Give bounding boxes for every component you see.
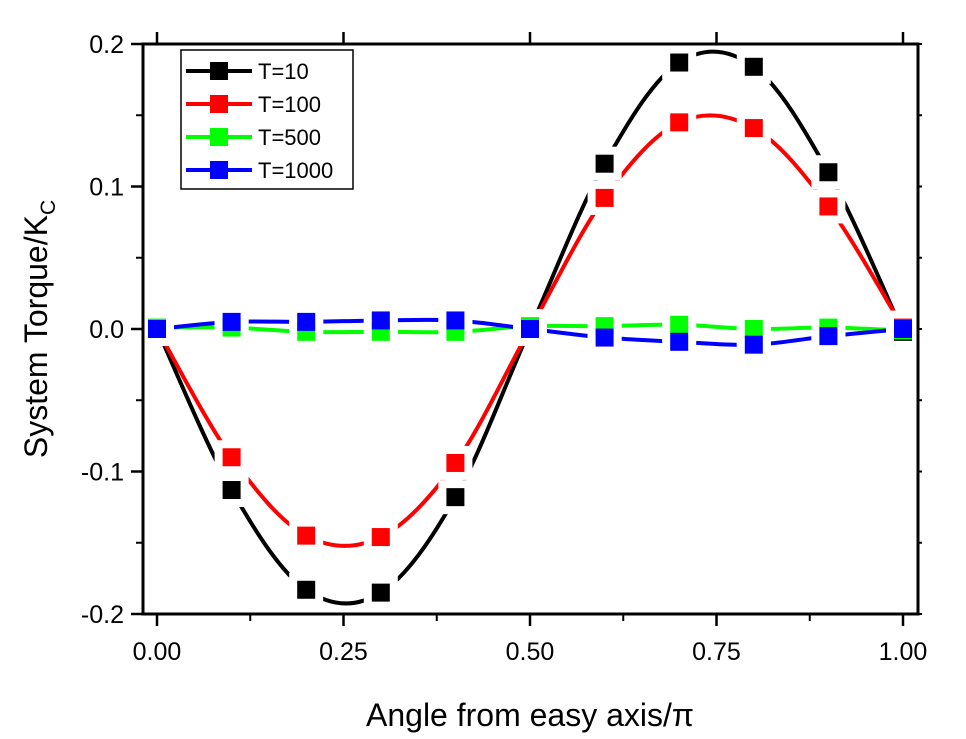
legend-box bbox=[180, 49, 354, 190]
data-point-t-1000 bbox=[521, 320, 539, 338]
legend: T=10 T=100 T=500 T=1000 bbox=[180, 49, 354, 190]
data-point-t-100 bbox=[744, 119, 763, 138]
y-tick-label: -0.2 bbox=[81, 601, 124, 629]
data-point-t-500 bbox=[670, 315, 689, 334]
data-point-t-1000 bbox=[371, 311, 390, 330]
y-axis-title-main: System Torque/K bbox=[18, 215, 54, 458]
data-point-t-10 bbox=[222, 481, 241, 500]
x-tick-label: 1.00 bbox=[879, 638, 928, 666]
data-point-t-1000 bbox=[595, 328, 614, 347]
y-tick-label: -0.1 bbox=[81, 459, 124, 487]
x-tick-label: 0.75 bbox=[692, 638, 741, 666]
data-point-t-100 bbox=[595, 188, 614, 207]
data-point-t-1000 bbox=[894, 320, 912, 338]
y-tick-labels: -0.2 -0.1 0.0 0.1 0.2 bbox=[81, 31, 124, 629]
data-point-t-10 bbox=[371, 583, 390, 602]
y-axis-title-subscript: C bbox=[37, 200, 60, 215]
legend-marker bbox=[210, 161, 228, 179]
data-point-t-1000 bbox=[148, 320, 166, 338]
y-axis-title: System Torque/KC bbox=[18, 200, 60, 458]
legend-label: T=100 bbox=[258, 92, 321, 117]
data-point-t-10 bbox=[670, 53, 689, 72]
data-point-t-100 bbox=[222, 448, 241, 467]
axis-ticks bbox=[131, 32, 922, 626]
data-point-t-500 bbox=[744, 320, 763, 338]
legend-marker bbox=[210, 62, 228, 80]
data-point-t-1000 bbox=[297, 312, 316, 331]
data-point-t-1000 bbox=[222, 312, 241, 331]
data-point-t-1000 bbox=[670, 332, 689, 351]
legend-label: T=500 bbox=[258, 125, 321, 150]
data-point-t-1000 bbox=[446, 311, 465, 330]
x-axis-title: Angle from easy axis/π bbox=[366, 697, 694, 733]
y-tick-label: 0.2 bbox=[89, 31, 124, 59]
legend-label: T=10 bbox=[258, 59, 309, 84]
data-point-t-100 bbox=[446, 453, 465, 472]
data-point-t-100 bbox=[670, 113, 689, 132]
data-point-t-10 bbox=[819, 163, 838, 182]
x-tick-labels: 0.00 0.25 0.50 0.75 1.00 bbox=[133, 638, 928, 666]
data-point-t-1000 bbox=[819, 327, 838, 346]
data-point-t-100 bbox=[371, 528, 390, 547]
data-point-t-10 bbox=[297, 580, 316, 599]
x-tick-label: 0.25 bbox=[319, 638, 368, 666]
data-point-t-10 bbox=[595, 154, 614, 173]
legend-label: T=1000 bbox=[258, 158, 333, 183]
data-point-t-100 bbox=[819, 197, 838, 216]
legend-marker bbox=[210, 128, 228, 146]
y-tick-label: 0.1 bbox=[89, 174, 124, 202]
x-tick-label: 0.50 bbox=[506, 638, 555, 666]
legend-marker bbox=[210, 95, 228, 113]
data-point-t-10 bbox=[446, 488, 465, 507]
data-point-t-1000 bbox=[744, 335, 763, 354]
series-markers bbox=[140, 45, 920, 610]
data-point-t-10 bbox=[744, 57, 763, 76]
y-tick-label: 0.0 bbox=[89, 316, 124, 344]
x-tick-label: 0.00 bbox=[133, 638, 182, 666]
data-point-t-100 bbox=[297, 526, 316, 545]
